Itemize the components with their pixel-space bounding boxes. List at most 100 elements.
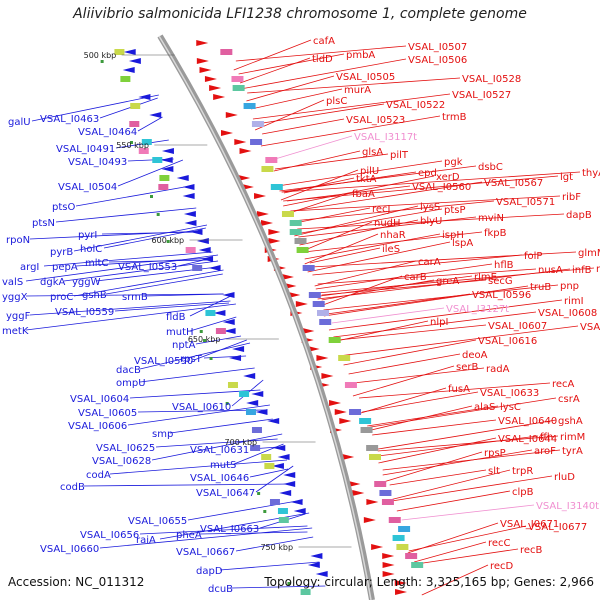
left-gene-label: pyrB xyxy=(50,247,73,258)
left-gene-label: VSAL_I0656 xyxy=(80,530,139,541)
gene-block xyxy=(289,220,302,226)
right-leader-line xyxy=(281,171,581,193)
gene-block xyxy=(250,139,263,145)
gene-block xyxy=(192,265,203,271)
left-gene-label: VSAL_I0590 xyxy=(134,356,193,367)
left-gene-label: VSAL_I0464 xyxy=(78,127,137,138)
reverse-gene-arrow xyxy=(290,499,303,505)
right-gene-label: aroF xyxy=(534,446,556,457)
gene-block xyxy=(270,184,283,190)
right-gene-label: VSAL_I0571 xyxy=(496,197,555,208)
right-gene-label: ribF xyxy=(562,192,581,203)
right-leader-line xyxy=(408,525,527,552)
right-gene-label: carB xyxy=(404,272,427,283)
right-leader-line xyxy=(343,339,477,366)
left-gene-label: argI xyxy=(20,262,39,273)
reverse-gene-arrow xyxy=(243,373,256,379)
left-leader-line xyxy=(29,300,231,316)
left-gene-label: VSAL_I0625 xyxy=(96,443,155,454)
right-gene-labels: cafA tldD pmbA VSAL_I0507 VSAL_I0506 VSAL_I05… xyxy=(312,36,600,572)
left-gene-label: metK xyxy=(2,326,29,337)
forward-gene-arrow xyxy=(213,94,226,100)
gene-block xyxy=(250,445,261,451)
kbp-ticks: 500 kbp 550 kbp 600 kbp 650 kbp 700 kbp 750 k… xyxy=(84,51,352,552)
right-gene-label: lysS xyxy=(420,202,440,213)
left-leader-line xyxy=(139,367,255,383)
right-gene-label: thyA xyxy=(582,168,600,179)
left-leader-line xyxy=(25,303,236,331)
reverse-gene-arrow xyxy=(182,193,195,199)
forward-gene-arrow xyxy=(199,67,212,73)
gene-block xyxy=(185,247,196,253)
gene-block xyxy=(312,301,325,307)
reverse-gene-arrow xyxy=(183,211,196,217)
right-leader-line xyxy=(283,175,435,207)
right-leader-line xyxy=(414,541,487,563)
right-gene-label: plsC xyxy=(326,96,347,107)
forward-gene-arrow xyxy=(209,85,222,91)
right-gene-label: fkpB xyxy=(484,228,507,239)
left-gene-label: fldB xyxy=(166,312,186,323)
right-gene-label: pilT xyxy=(390,150,409,161)
gene-block xyxy=(158,184,169,190)
reverse-gene-arrow xyxy=(184,220,197,226)
right-gene-label: VSAL_I0505 xyxy=(336,72,395,83)
left-leader-line xyxy=(233,443,284,465)
right-gene-label: rimM xyxy=(560,432,585,443)
forward-gene-arrow xyxy=(395,589,408,595)
right-gene-label: hflB xyxy=(494,260,514,271)
gene-block xyxy=(243,103,256,109)
gene-block xyxy=(245,409,256,415)
right-gene-label: nlpI xyxy=(430,317,448,328)
right-leader-line xyxy=(378,437,497,464)
right-leader-line xyxy=(367,405,499,427)
right-gene-label: murA xyxy=(344,85,371,96)
left-leader-line xyxy=(127,404,270,426)
right-gene-label: xerD xyxy=(436,172,460,183)
left-gene-label: VSAL_I0663 xyxy=(200,524,259,535)
reverse-gene-arrow xyxy=(255,409,268,415)
right-leader-line xyxy=(321,279,487,296)
right-gene-label: ileS xyxy=(382,244,400,255)
gene-block xyxy=(261,454,272,460)
gene-block xyxy=(205,310,216,316)
right-gene-label: rlmE xyxy=(474,272,497,283)
reverse-gene-arrow xyxy=(149,112,162,118)
left-leader-line xyxy=(219,561,320,571)
gene-block xyxy=(138,148,149,154)
right-gene-label: alaS xyxy=(474,402,495,413)
right-gene-label: carA xyxy=(418,257,441,268)
right-gene-label: ptsP xyxy=(444,205,466,216)
gene-block xyxy=(317,310,330,316)
gc-marker xyxy=(263,510,267,513)
right-leader-line xyxy=(297,213,565,230)
right-leader-line xyxy=(252,93,451,120)
right-leader-line xyxy=(317,268,537,285)
right-gene-label: epd xyxy=(418,168,437,179)
left-gene-label: VSAL_I0646 xyxy=(190,473,249,484)
gene-block xyxy=(227,382,238,388)
left-gene-label: VSAL_I0628 xyxy=(92,456,151,467)
label-leader-lines xyxy=(25,39,595,596)
right-leader-line xyxy=(279,165,477,192)
right-gene-label: VSAL_I0617 xyxy=(580,322,600,333)
kbp-tick-label: 600 kbp xyxy=(152,236,185,245)
right-gene-label: gshA xyxy=(558,416,583,427)
right-leader-line xyxy=(283,175,559,202)
forward-gene-arrow xyxy=(371,544,384,550)
reverse-gene-arrow xyxy=(138,94,151,100)
left-gene-label: mltC xyxy=(85,258,108,269)
reverse-gene-arrow xyxy=(208,265,221,271)
left-gene-label: ptsN xyxy=(32,218,55,229)
right-gene-label: VSAL_I0560 xyxy=(412,182,471,193)
forward-gene-arrow xyxy=(295,301,308,307)
left-leader-line xyxy=(145,293,224,297)
gene-block xyxy=(277,508,288,514)
right-gene-label: VSAL_I0644 xyxy=(498,434,557,445)
left-leader-line xyxy=(43,251,213,267)
gene-features xyxy=(100,40,424,595)
right-gene-label: VSAL_I0616 xyxy=(478,336,537,347)
right-gene-label: rpsP xyxy=(484,448,506,459)
gc-marker xyxy=(203,339,207,342)
